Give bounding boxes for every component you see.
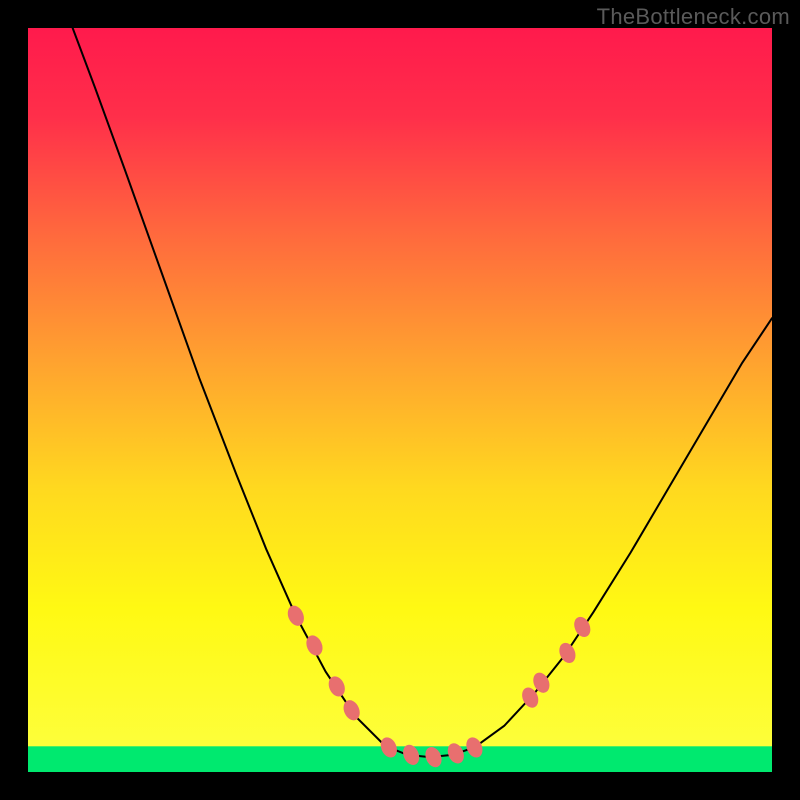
- plot-background: [28, 28, 772, 772]
- bottleneck-chart: [0, 0, 800, 800]
- chart-frame: TheBottleneck.com: [0, 0, 800, 800]
- watermark-text: TheBottleneck.com: [597, 4, 790, 30]
